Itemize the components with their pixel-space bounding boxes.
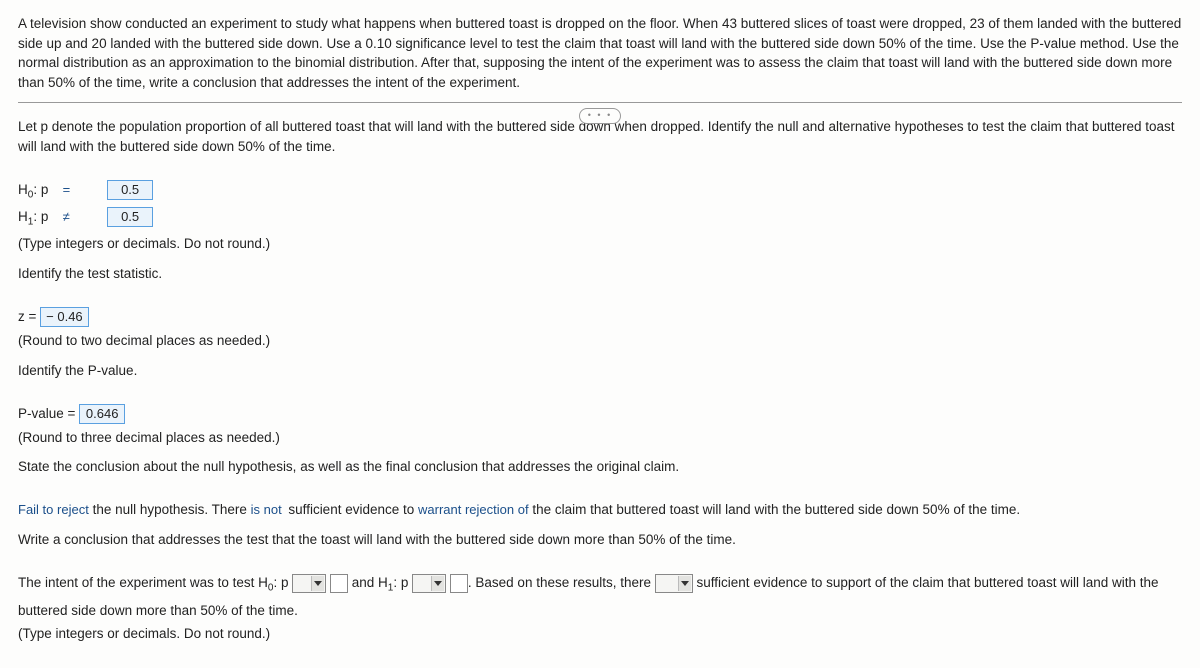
expand-button[interactable]: • • •: [579, 108, 621, 124]
pvalue-line: P-value = 0.646: [18, 404, 1182, 424]
h0-value-input[interactable]: 0.5: [107, 180, 153, 200]
conclusion2-hint: (Type integers or decimals. Do not round…: [18, 624, 1182, 644]
problem-statement: A television show conducted an experimen…: [18, 14, 1182, 92]
z-label: z =: [18, 309, 36, 324]
pvalue-hint: (Round to three decimal places as needed…: [18, 428, 1182, 448]
conclusion1-section: State the conclusion about the null hypo…: [18, 457, 1182, 520]
h0-after: : p: [33, 182, 48, 197]
c2-mid: and H: [352, 575, 388, 590]
chevron-down-icon: [431, 576, 444, 591]
c2-after1: : p: [393, 575, 408, 590]
conclusion1-prompt: State the conclusion about the null hypo…: [18, 457, 1182, 477]
test-stat-section: Identify the test statistic. z = − 0.46 …: [18, 264, 1182, 351]
c2-a: The intent of the experiment was to test…: [18, 575, 268, 590]
z-value-input[interactable]: − 0.46: [40, 307, 89, 327]
hypotheses-hint: (Type integers or decimals. Do not round…: [18, 234, 1182, 254]
chevron-down-icon: [678, 576, 691, 591]
c1-pick1: Fail to reject: [18, 501, 89, 520]
h1-val-input[interactable]: [450, 574, 468, 593]
c2-based: . Based on these results, there: [468, 575, 655, 590]
h1-label: H: [18, 209, 28, 224]
pvalue-prompt: Identify the P-value.: [18, 361, 1182, 381]
c1-t1: the null hypothesis. There: [89, 502, 251, 517]
h1-op-select[interactable]: [412, 574, 446, 593]
h0-operator: =: [60, 181, 100, 200]
chevron-down-icon: [311, 576, 324, 591]
c1-pick2: is not: [251, 501, 285, 520]
test-stat-prompt: Identify the test statistic.: [18, 264, 1182, 284]
divider-top: [18, 102, 1182, 103]
h1-line: H1: p ≠ 0.5: [18, 207, 1182, 230]
conclusion2-line1: The intent of the experiment was to test…: [18, 573, 1182, 596]
pvalue-input[interactable]: 0.646: [79, 404, 125, 424]
conclusion2-line2: buttered side down more than 50% of the …: [18, 601, 1182, 621]
conclusion1-line: Fail to reject the null hypothesis. Ther…: [18, 500, 1182, 520]
test-stat-hint: (Round to two decimal places as needed.): [18, 331, 1182, 351]
test-stat-line: z = − 0.46: [18, 307, 1182, 327]
h1-operator: ≠: [60, 208, 100, 227]
conclusion2-section: Write a conclusion that addresses the te…: [18, 530, 1182, 643]
hypotheses-section: Let p denote the population proportion o…: [18, 117, 1182, 254]
evidence-select[interactable]: [655, 574, 693, 593]
h1-value-input[interactable]: 0.5: [107, 207, 153, 227]
pvalue-section: Identify the P-value. P-value = 0.646 (R…: [18, 361, 1182, 448]
h0-val-input[interactable]: [330, 574, 348, 593]
pvalue-label: P-value =: [18, 406, 75, 421]
c1-t2: sufficient evidence to: [285, 502, 418, 517]
c1-pick3: warrant rejection of: [418, 501, 529, 520]
c2-after0: : p: [273, 575, 288, 590]
conclusion2-prompt: Write a conclusion that addresses the te…: [18, 530, 1182, 550]
h0-label: H: [18, 182, 28, 197]
c1-t3: the claim that buttered toast will land …: [529, 502, 1021, 517]
h1-after: : p: [33, 209, 48, 224]
h0-line: H0: p = 0.5: [18, 180, 1182, 203]
h0-op-select[interactable]: [292, 574, 326, 593]
c2-tail: sufficient evidence to support of the cl…: [697, 575, 1159, 590]
